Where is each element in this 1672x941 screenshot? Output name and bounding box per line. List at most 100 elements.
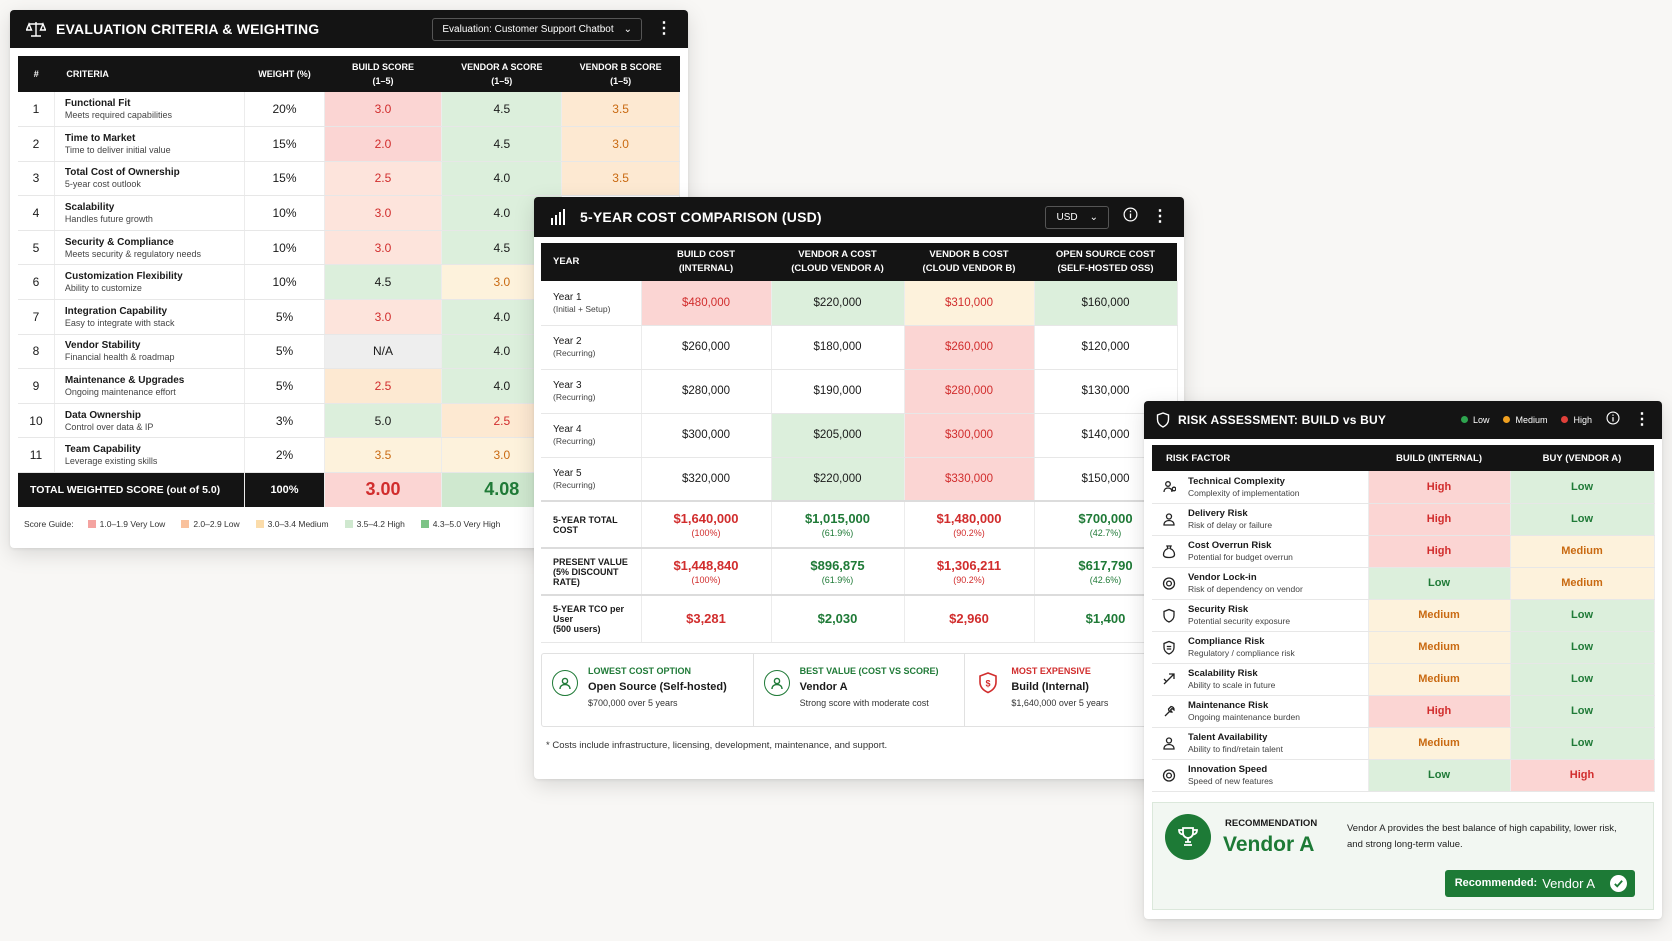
score-guide-item: 1.0–1.9 Very Low [87, 519, 165, 529]
criteria-description: Easy to integrate with stack [64, 317, 175, 328]
legend-label: Low [1472, 415, 1490, 425]
money-bag-icon [1162, 544, 1176, 559]
build-risk-level: Medium [1368, 631, 1511, 664]
info-icon[interactable] [1123, 207, 1138, 227]
build-risk-level: High [1368, 695, 1511, 728]
risk-factor-name: Talent Availability [1188, 732, 1268, 743]
build-risk-level: High [1368, 471, 1511, 504]
col-header-open-source-cost-sub: (Self-hosted OSS) [1057, 263, 1154, 274]
year-sublabel: (Recurring) [553, 348, 596, 358]
criteria-cell: Integration Capability Easy to integrate … [54, 299, 246, 335]
year-cell: Year 3 (Recurring) [541, 369, 642, 414]
shield-icon [1156, 412, 1170, 428]
legend-dot [1460, 416, 1468, 423]
summary-value: $1,448,840 [673, 558, 739, 573]
row-number: 5 [18, 230, 55, 266]
risk-factor-text: Maintenance Risk Ongoing maintenance burd… [1188, 700, 1300, 722]
summary-value: $1,640,000 [673, 511, 739, 526]
shield-icon [1162, 608, 1176, 623]
risk-factor-description: Potential for budget overrun [1188, 552, 1293, 562]
table-row: Year 1 (Initial + Setup) $480,000 $220,000 $… [541, 281, 1178, 326]
score-guide-item: 3.0–3.4 Medium [255, 519, 329, 529]
recommended-button[interactable]: Recommended: Vendor A [1444, 869, 1635, 897]
col-header-vendor-b-score-range: (1–5) [610, 76, 632, 86]
cost-header: 5-YEAR COST COMPARISON (USD) USD ⌄ ⋮ [534, 197, 1184, 237]
legend-dot [1561, 416, 1569, 423]
summary-sublabel: (500 users) [553, 623, 601, 634]
summary-percent: (42.7%) [1089, 528, 1122, 538]
vendor-b-total-cell: $1,480,000 (90.2%) [904, 500, 1035, 549]
more-options-icon[interactable]: ⋮ [1152, 208, 1168, 225]
vendor-a-total-cell: $2,030 [771, 594, 905, 643]
buy-risk-level: Low [1510, 599, 1655, 632]
recommendation-box: RECOMMENDATION Vendor A Vendor A provide… [1152, 801, 1654, 910]
col-header-weight: WEIGHT (%) [244, 56, 325, 92]
highlight-text: MOST EXPENSIVE Build (Internal) $1,640,000… [1011, 666, 1108, 714]
cost-table: YEAR BUILD COST (Internal) VENDOR A COST (Cl… [541, 243, 1178, 643]
col-header-vendor-b-score-label: VENDOR B SCORE [579, 62, 662, 72]
chevron-down-icon: ⌄ [623, 23, 632, 35]
criteria-description: Meets required capabilities [64, 110, 172, 121]
criteria-description: Meets security & regulatory needs [64, 248, 201, 259]
currency-selector[interactable]: USD ⌄ [1045, 205, 1109, 229]
risk-factor-text: Vendor Lock-in Risk of dependency on vend… [1188, 572, 1303, 594]
criteria-cell: Scalability Handles future growth [54, 195, 246, 231]
summary-value: $2,030 [817, 611, 858, 627]
vendor-b-cost-cell: $260,000 [904, 325, 1035, 370]
risk-factor-name: Compliance Risk [1188, 636, 1265, 647]
recommendation-value: Vendor A [1223, 832, 1315, 856]
criteria-description: Ongoing maintenance effort [64, 387, 176, 398]
criteria-name: Security & Compliance [64, 236, 174, 248]
criteria-cell: Maintenance & Upgrades Ongoing maintenanc… [54, 368, 246, 404]
criteria-description: Leverage existing skills [64, 456, 158, 467]
criteria-cell: Security & Compliance Meets security & re… [54, 230, 246, 266]
scale-icon [26, 20, 46, 38]
col-header-vendor-a-cost-label: VENDOR A COST [798, 249, 877, 260]
more-options-icon[interactable]: ⋮ [656, 20, 672, 37]
arrows-icon [1162, 672, 1176, 687]
criteria-name: Data Ownership [64, 409, 142, 421]
criteria-name: Functional Fit [64, 98, 131, 110]
score-guide-item: 4.3–5.0 Very High [420, 519, 500, 529]
criteria-description: Ability to customize [64, 283, 142, 294]
buy-risk-level: Low [1510, 471, 1655, 504]
criteria-description: Control over data & IP [64, 421, 154, 432]
risk-factor-name: Cost Overrun Risk [1188, 540, 1272, 551]
weight-cell: 10% [244, 195, 325, 231]
vendor-b-total-cell: $1,306,211 (90.2%) [904, 547, 1035, 596]
year-sublabel: (Recurring) [553, 479, 596, 490]
highlight-subtext: $1,640,000 over 5 years [1011, 697, 1109, 708]
risk-factor-name: Security Risk [1188, 604, 1249, 615]
risk-factor-cell: Technical Complexity Complexity of implem… [1152, 471, 1369, 504]
row-number: 11 [18, 437, 55, 474]
highlight-value: Open Source (Self-hosted) [588, 680, 727, 693]
shield-list-icon [1162, 640, 1176, 655]
shield-dollar-icon: $ [975, 670, 1001, 696]
build-score-cell: 5.0 [324, 403, 443, 439]
vendor-a-total-cell: $1,015,000 (61.9%) [771, 500, 905, 549]
info-icon[interactable] [1606, 410, 1620, 430]
risk-factor-cell: Maintenance Risk Ongoing maintenance burd… [1152, 695, 1369, 728]
summary-label-cell: PRESENT VALUE (5% DISCOUNT RATE) [541, 547, 642, 596]
col-header-open-source-cost: OPEN SOURCE COST (Self-hosted OSS) [1034, 243, 1177, 281]
criteria-cell: Functional Fit Meets required capabilitie… [54, 92, 246, 128]
risk-factor-description: Risk of dependency on vendor [1188, 584, 1303, 594]
risk-title: RISK ASSESSMENT: BUILD vs BUY [1178, 413, 1387, 427]
weight-cell: 5% [244, 368, 325, 404]
cost-comparison-panel: 5-YEAR COST COMPARISON (USD) USD ⌄ ⋮ YEA… [534, 197, 1184, 779]
col-header-year-label: YEAR [553, 256, 580, 267]
more-options-icon[interactable]: ⋮ [1634, 411, 1650, 428]
weight-cell: 5% [244, 334, 325, 370]
risk-factor-text: Talent Availability Ability to find/retai… [1188, 732, 1283, 754]
vendor-a-total-cell: $896,875 (61.9%) [771, 547, 905, 596]
col-header-build-score-range: (1–5) [372, 76, 394, 86]
evaluation-selector[interactable]: Evaluation: Customer Support Chatbot ⌄ [432, 17, 642, 41]
table-row: Talent Availability Ability to find/retai… [1152, 727, 1655, 760]
summary-row: PRESENT VALUE (5% DISCOUNT RATE) $1,448,84… [541, 547, 1178, 596]
risk-factor-wrap: Maintenance Risk Ongoing maintenance burd… [1162, 700, 1368, 722]
row-number: 7 [18, 299, 55, 335]
cost-title: 5-YEAR COST COMPARISON (USD) [580, 209, 822, 225]
build-total-cell: $1,448,840 (100%) [641, 547, 772, 596]
evaluation-title: EVALUATION CRITERIA & WEIGHTING [56, 21, 320, 37]
legend-item: High [1561, 415, 1592, 425]
